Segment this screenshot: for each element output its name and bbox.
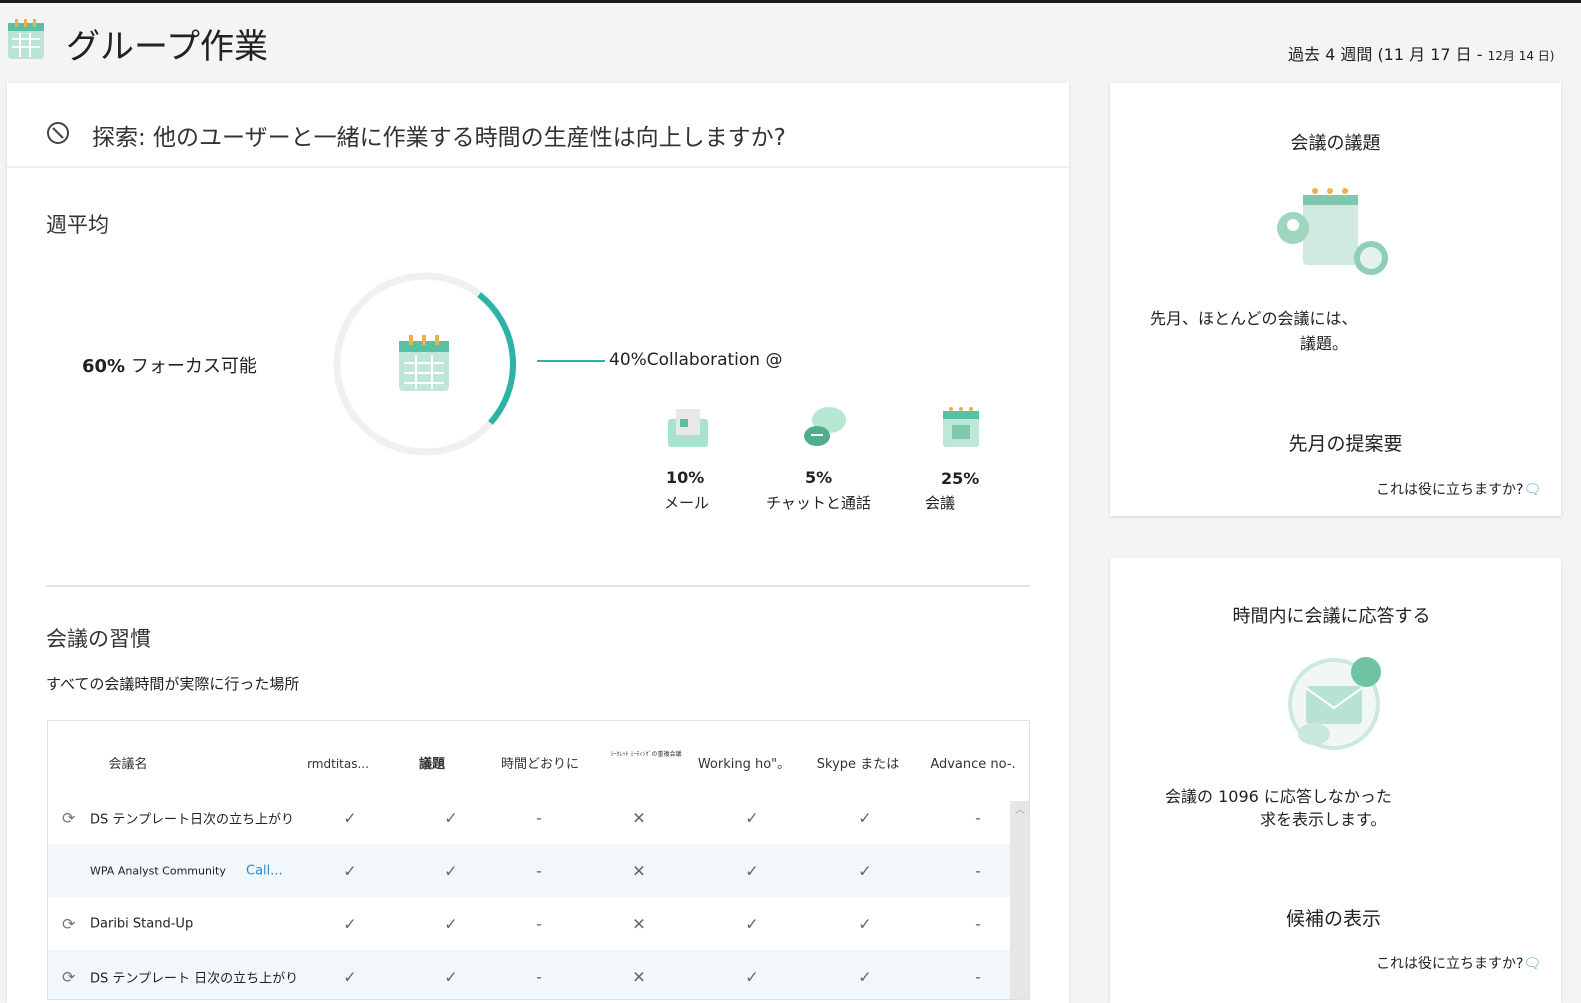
meeting-name: WPA Analyst Community (90, 864, 226, 877)
habit-cell: ✓ (444, 861, 458, 880)
habit-cell: ✓ (745, 967, 759, 986)
table-row[interactable]: ⟳ DS テンプレート日次の立ち上がり ✓ ✓ - ✕ ✓ ✓ - (48, 791, 1010, 844)
weekly-average-title: 週平均 (46, 213, 109, 237)
focus-stat: 60% フォーカス可能 (82, 352, 257, 378)
habit-cell: ✓ (343, 808, 357, 827)
habit-cell: ✓ (858, 967, 872, 986)
column-header[interactable]: 議題 (418, 757, 446, 772)
divider (7, 166, 1069, 168)
agenda-card: 会議の議題 先月、ほとんどの会議には、 議題。 先月の提案要 これは役に立ちます… (1110, 83, 1561, 516)
meeting-habits-title: 会議の習慣 (46, 627, 151, 651)
column-header[interactable]: Skype または (816, 757, 900, 772)
habit-cell: - (975, 914, 981, 933)
agenda-illustration (1277, 188, 1388, 275)
suggested-agenda-link[interactable]: 先月の提案要 (1288, 433, 1403, 455)
collaboration-ring (333, 272, 517, 456)
habit-cell: ✓ (745, 808, 759, 827)
column-header[interactable]: 会議名 (108, 757, 148, 772)
habit-cell: - (536, 861, 542, 880)
comment-icon: 🗨 (1523, 482, 1542, 498)
habit-cell: ✓ (343, 914, 357, 933)
habit-cell: - (975, 861, 981, 880)
collab-label: 40%Collaboration @ (609, 350, 783, 370)
table-row[interactable]: WPA Analyst Community Call... ✓ ✓ - ✕ ✓ ✓ - (48, 844, 1010, 897)
mail-pct: 10% (666, 468, 705, 487)
feedback-link[interactable]: これは役に立ちますか?🗨 (1376, 479, 1541, 499)
habit-cell: ✓ (444, 967, 458, 986)
comment-icon: 🗨 (1523, 956, 1542, 972)
habit-cell: ✕ (632, 914, 646, 933)
date-range-end: 12月 14 日) (1487, 49, 1555, 63)
calendar-icon (398, 333, 450, 393)
card-text: 議題。 (1300, 334, 1349, 353)
habit-cell: ✕ (632, 861, 646, 880)
meeting-name: DS テンプレート日次の立ち上がり (90, 812, 295, 827)
date-range-start: 過去 4 週間 (11 月 17 日 - (1288, 45, 1488, 64)
habit-cell: ✓ (858, 914, 872, 933)
focus-label: フォーカス可能 (130, 356, 257, 377)
meetings-label: 会議 (925, 494, 956, 512)
habit-cell: ✓ (745, 914, 759, 933)
meetings-pct: 25% (941, 469, 980, 488)
card-text: 先月、ほとんどの会議には、 (1150, 309, 1358, 328)
feedback-text: これは役に立ちますか? (1376, 482, 1524, 498)
page-title: グループ作業 (66, 27, 268, 67)
view-suggestions-link[interactable]: 候補の表示 (1285, 908, 1381, 930)
habit-cell: ✓ (343, 967, 357, 986)
recurring-icon: ⟳ (62, 808, 76, 827)
habit-cell: ✓ (444, 808, 458, 827)
card-title: 会議の議題 (1290, 133, 1381, 154)
habit-cell: ✓ (858, 861, 872, 880)
calendar-icon (6, 17, 46, 61)
divider (46, 585, 1030, 587)
habit-cell: - (975, 808, 981, 827)
mail-icon (668, 409, 708, 447)
chat-pct: 5% (805, 468, 833, 487)
habit-cell: ✓ (745, 861, 759, 880)
chat-label: チャットと通話 (766, 494, 871, 512)
mail-label: メール (664, 494, 710, 512)
column-header[interactable]: 時間どおりに (500, 757, 580, 772)
habit-cell: - (536, 914, 542, 933)
recurring-icon: ⟳ (62, 967, 76, 986)
feedback-text: これは役に立ちますか? (1376, 956, 1524, 972)
habit-cell: - (975, 967, 981, 986)
scroll-up-icon[interactable]: ︿ (1015, 805, 1025, 816)
habit-cell: - (536, 967, 542, 986)
habit-cell: ✕ (632, 967, 646, 986)
call-link[interactable]: Call... (246, 863, 283, 878)
recurring-icon: ⟳ (62, 914, 76, 933)
date-range[interactable]: 過去 4 週間 (11 月 17 日 - 12月 14 日) (1288, 41, 1554, 65)
table-scrollbar[interactable]: ︿ (1010, 801, 1029, 999)
habit-cell: ✓ (858, 808, 872, 827)
meeting-habits-table: 会議名 rmdtitas... 議題 時間どおりに ｼｰｸﾚｯﾄ ﾐｰﾃｨﾝｸﾞ… (47, 720, 1030, 1000)
meeting-habits-subtitle: すべての会議時間が実際に行った場所 (46, 675, 300, 693)
habit-cell: ✓ (343, 861, 357, 880)
column-header[interactable]: rmdtitas... (307, 757, 369, 771)
compass-icon (45, 120, 71, 146)
table-row[interactable]: ⟳ DS テンプレート 日次の立ち上がり ✓ ✓ - ✕ ✓ ✓ - (48, 950, 1010, 999)
respond-card: 時間内に会議に応答する 会議の 1096 に応答しなかった 求を表示します。 候… (1110, 558, 1561, 1003)
habit-cell: ✓ (444, 914, 458, 933)
column-header[interactable]: Advance no-. (930, 757, 1016, 772)
chat-icon (804, 407, 846, 446)
habit-cell: ✕ (632, 808, 646, 827)
collab-connector (537, 360, 605, 362)
table-row[interactable]: ⟳ Daribi Stand-Up ✓ ✓ - ✕ ✓ ✓ - (48, 897, 1010, 950)
card-text: 求を表示します。 (1260, 810, 1387, 829)
meeting-name: Daribi Stand-Up (90, 916, 194, 931)
column-header[interactable]: Working ho"。 (697, 757, 791, 772)
column-header[interactable]: ｼｰｸﾚｯﾄ ﾐｰﾃｨﾝｸﾞの重複会議 (610, 751, 682, 758)
focus-pct: 60% (82, 356, 126, 377)
card-title: 時間内に会議に応答する (1232, 606, 1431, 627)
mail-phone-illustration (1288, 657, 1381, 750)
ring-collab-arc (477, 292, 516, 425)
feedback-link[interactable]: これは役に立ちますか?🗨 (1376, 953, 1541, 973)
habit-cell: - (536, 808, 542, 827)
meeting-name: DS テンプレート 日次の立ち上がり (90, 971, 299, 986)
question-heading: 探索: 他のユーザーと一緒に作業する時間の生産性は向上しますか? (92, 125, 786, 151)
card-text: 会議の 1096 に応答しなかった (1165, 787, 1392, 806)
meeting-calendar-icon (943, 407, 979, 447)
